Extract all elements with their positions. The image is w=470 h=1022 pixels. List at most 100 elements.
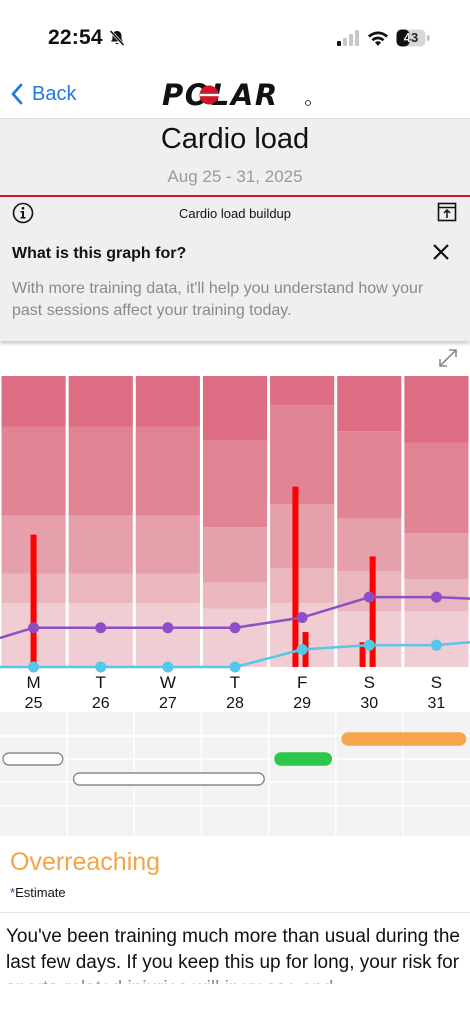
back-button[interactable]: Back: [10, 79, 76, 109]
zone-band-5-0: [337, 376, 402, 432]
page-title: Cardio load: [160, 123, 310, 155]
tolerance-series-point[interactable]: [296, 644, 308, 656]
day-date-label: 28: [226, 695, 244, 712]
training-load-bar[interactable]: [292, 486, 299, 667]
zone-band-0-1: [1, 426, 66, 516]
day-date-label: 30: [360, 695, 378, 712]
day-date-label: 27: [159, 695, 177, 712]
zone-band-0-0: [1, 376, 66, 427]
zone-band-4-1: [270, 405, 335, 505]
silent-bell-icon: [109, 29, 125, 47]
strain-series-point[interactable]: [229, 622, 241, 634]
day-letter-label: T: [230, 673, 240, 692]
day-letter-label: T: [96, 673, 106, 692]
tolerance-series-point[interactable]: [430, 639, 442, 651]
clock: 22:54: [48, 26, 103, 49]
zone-band-1-4: [68, 602, 133, 667]
estimate-note: *Estimate: [10, 885, 66, 900]
zone-band-6-1: [404, 442, 469, 534]
info-card-body: With more training data, it'll help you …: [12, 280, 424, 319]
zone-band-6-0: [404, 376, 469, 443]
zone-band-2-2: [135, 515, 200, 574]
zone-band-6-4: [404, 611, 469, 667]
zone-band-2-4: [135, 602, 200, 667]
export-icon[interactable]: [437, 202, 457, 222]
graph-title: Cardio load buildup: [178, 206, 292, 221]
zone-band-2-1: [135, 426, 200, 516]
page-header: Cardio load Aug 25 - 31, 2025: [0, 118, 470, 196]
date-range[interactable]: Aug 25 - 31, 2025: [167, 167, 303, 186]
section-divider: [0, 912, 470, 913]
day-date-label: 25: [25, 695, 43, 712]
load-status-pill: [274, 752, 333, 766]
training-load-bar[interactable]: [359, 642, 366, 667]
zone-band-4-2: [270, 504, 335, 569]
zone-band-5-4: [337, 611, 402, 667]
zone-band-5-2: [337, 518, 402, 571]
load-status-timeline: [0, 712, 470, 836]
battery-icon: [396, 29, 430, 47]
day-date-label: 29: [293, 695, 311, 712]
load-status-pill: [72, 772, 265, 786]
load-status-pill: [341, 732, 467, 746]
zone-band-4-0: [270, 376, 335, 406]
load-status-label: Overreaching: [10, 848, 161, 876]
estimate-label: Estimate: [15, 885, 66, 900]
info-card: What is this graph for? With more traini…: [0, 229, 470, 341]
accent-divider: [0, 195, 470, 197]
zone-band-6-2: [404, 533, 469, 580]
polar-logo: POLAR: [162, 80, 311, 108]
zone-band-3-4: [202, 608, 268, 667]
day-date-label: 31: [428, 695, 446, 712]
tolerance-series-point[interactable]: [95, 661, 107, 673]
day-letter-label: M: [26, 673, 40, 692]
strain-series-point[interactable]: [95, 622, 107, 634]
zone-band-2-3: [135, 573, 200, 603]
tolerance-series-point[interactable]: [229, 661, 241, 673]
zone-band-3-2: [202, 527, 268, 583]
info-icon[interactable]: [12, 202, 34, 224]
cellular-signal-icon: [337, 30, 359, 46]
tolerance-series-point[interactable]: [28, 661, 40, 673]
strain-series-point[interactable]: [162, 622, 174, 634]
polar-logo-text: POLAR: [162, 80, 279, 108]
strain-series-point[interactable]: [28, 622, 40, 634]
description-fade: [0, 970, 470, 1022]
zone-band-5-3: [337, 570, 402, 612]
strain-series-point[interactable]: [296, 612, 308, 624]
zone-band-3-3: [202, 582, 268, 609]
zone-band-2-0: [135, 376, 200, 427]
day-letter-label: W: [160, 673, 176, 692]
day-letter-label: S: [364, 673, 375, 692]
zone-band-1-1: [68, 426, 133, 516]
expand-icon[interactable]: [437, 347, 459, 369]
zone-band-4-3: [270, 568, 335, 603]
training-load-bar[interactable]: [369, 556, 376, 667]
zone-band-5-1: [337, 431, 402, 519]
training-load-bar[interactable]: [30, 534, 37, 667]
tolerance-series-point[interactable]: [162, 661, 174, 673]
load-status-pill: [2, 752, 64, 766]
status-description: You've been training much more than usua…: [6, 926, 460, 984]
estimate-asterisk: *: [10, 885, 16, 900]
zone-band-1-0: [68, 376, 133, 427]
battery-percent: 43: [403, 30, 419, 45]
tolerance-series-point[interactable]: [363, 639, 375, 651]
chevron-left-icon: [11, 83, 23, 105]
status-bar: 22:54 43: [0, 0, 470, 76]
day-letter-label: S: [431, 673, 442, 692]
strain-series-point[interactable]: [430, 591, 442, 603]
close-icon[interactable]: [432, 243, 450, 261]
nav-bar: Back POLAR: [0, 76, 470, 118]
back-label: Back: [32, 82, 77, 105]
zone-band-1-2: [68, 515, 133, 574]
cardio-load-chart[interactable]: M 25 T 26 W 27 T 28 F 29 S 30 S 31: [0, 374, 470, 714]
info-card-question: What is this graph for?: [12, 245, 187, 262]
zone-band-3-0: [202, 376, 268, 441]
day-letter-label: F: [297, 673, 307, 692]
zone-band-3-1: [202, 440, 268, 528]
day-date-label: 26: [92, 695, 110, 712]
strain-series-point[interactable]: [363, 591, 375, 603]
zone-band-1-3: [68, 573, 133, 603]
graph-header: Cardio load buildup: [0, 197, 470, 229]
